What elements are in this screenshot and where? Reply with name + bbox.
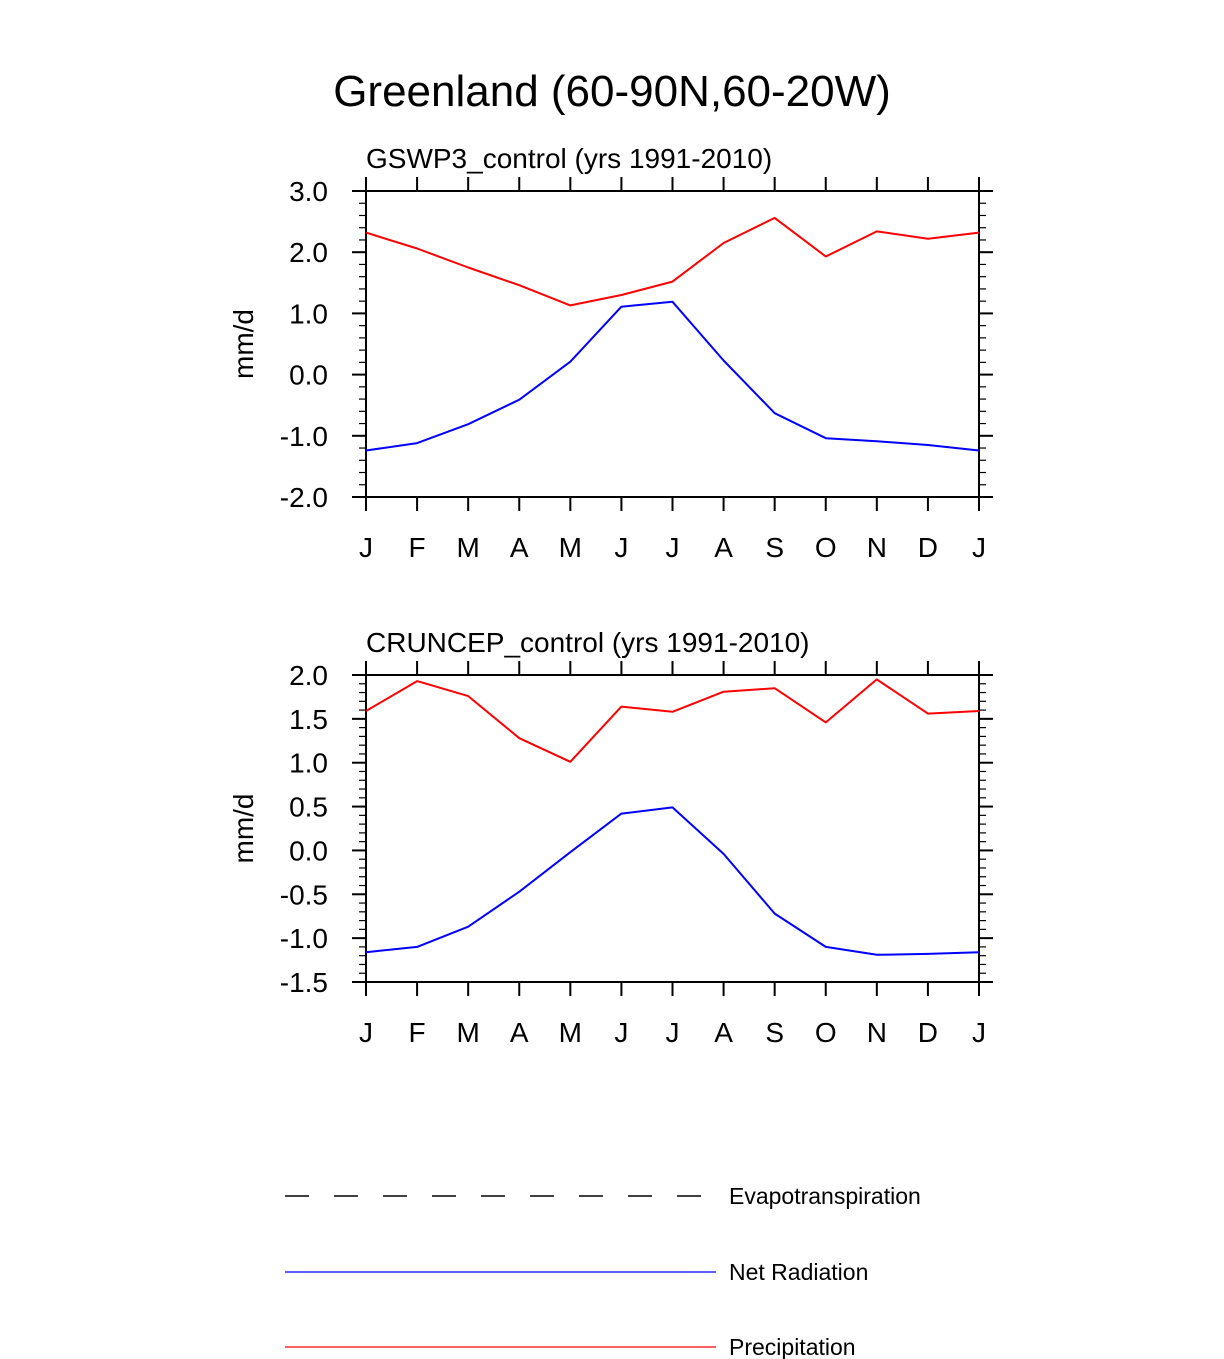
net-radiation-line	[365, 300, 980, 452]
y-tick-label: -1.0	[280, 421, 328, 452]
y-tick-label: 2.0	[289, 237, 328, 268]
x-tick-label: J	[614, 532, 628, 563]
chart-panel-cruncep: CRUNCEP_control (yrs 1991-2010) -1.5 -1.0 -…	[228, 627, 993, 1048]
y-tick-label: 3.0	[289, 176, 328, 207]
net-radiation-line	[365, 806, 980, 956]
x-tick-label: S	[765, 1017, 784, 1048]
x-tick-label: J	[972, 1017, 986, 1048]
x-tick-label: M	[559, 1017, 582, 1048]
x-tick-label: N	[867, 532, 887, 563]
y-axis-label: mm/d	[228, 794, 259, 864]
y-axis-label: mm/d	[228, 309, 259, 379]
x-tick-label: M	[559, 532, 582, 563]
x-tick-label: M	[457, 532, 480, 563]
y-tick-label: -0.5	[280, 879, 328, 910]
x-tick-label: A	[510, 1017, 529, 1048]
legend-label-evapotranspiration: Evapotranspiration	[729, 1183, 921, 1209]
precipitation-line	[365, 678, 980, 763]
x-tick-label: J	[359, 1017, 373, 1048]
panel-title: GSWP3_control (yrs 1991-2010)	[366, 143, 772, 174]
y-tick-label: -1.5	[280, 967, 328, 998]
x-tick-label: M	[457, 1017, 480, 1048]
page-title: Greenland (60-90N,60-20W)	[333, 67, 891, 116]
y-tick-label: 1.0	[289, 748, 328, 779]
y-tick-label: 1.0	[289, 298, 328, 329]
y-tick-label: 1.5	[289, 704, 328, 735]
x-tick-label: O	[815, 1017, 837, 1048]
x-tick-label: F	[409, 1017, 426, 1048]
x-tick-label: A	[510, 532, 529, 563]
x-tick-label: A	[714, 1017, 733, 1048]
precipitation-line	[365, 216, 980, 307]
x-tick-label: N	[867, 1017, 887, 1048]
x-tick-label: D	[918, 532, 938, 563]
y-tick-label: 0.5	[289, 792, 328, 823]
x-tick-label: J	[972, 532, 986, 563]
x-tick-label: J	[359, 532, 373, 563]
x-tick-label: O	[815, 532, 837, 563]
y-tick-label: -2.0	[280, 482, 328, 513]
x-tick-label: S	[765, 532, 784, 563]
chart-panel-gswp3: GSWP3_control (yrs 1991-2010) -2.0 -1.0 0.0…	[228, 143, 993, 563]
x-tick-label: F	[409, 532, 426, 563]
x-tick-label: A	[714, 532, 733, 563]
y-tick-label: -1.0	[280, 923, 328, 954]
panel-title: CRUNCEP_control (yrs 1991-2010)	[366, 627, 810, 658]
legend-label-precipitation: Precipitation	[729, 1334, 856, 1359]
x-tick-label: J	[614, 1017, 628, 1048]
legend: Evapotranspiration Net Radiation Precipita…	[285, 1183, 921, 1359]
plot-frame	[365, 190, 980, 498]
x-tick-label: D	[918, 1017, 938, 1048]
y-tick-label: 2.0	[289, 660, 328, 691]
plot-frame	[365, 674, 980, 983]
x-tick-label: J	[666, 1017, 680, 1048]
y-tick-label: 0.0	[289, 835, 328, 866]
y-tick-label: 0.0	[289, 360, 328, 391]
legend-label-net-radiation: Net Radiation	[729, 1259, 868, 1285]
x-tick-label: J	[666, 532, 680, 563]
